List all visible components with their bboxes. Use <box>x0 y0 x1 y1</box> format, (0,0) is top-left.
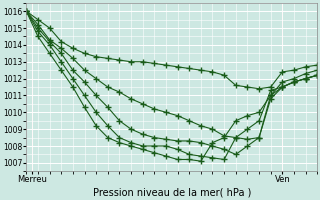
X-axis label: Pression niveau de la mer( hPa ): Pression niveau de la mer( hPa ) <box>92 187 251 197</box>
